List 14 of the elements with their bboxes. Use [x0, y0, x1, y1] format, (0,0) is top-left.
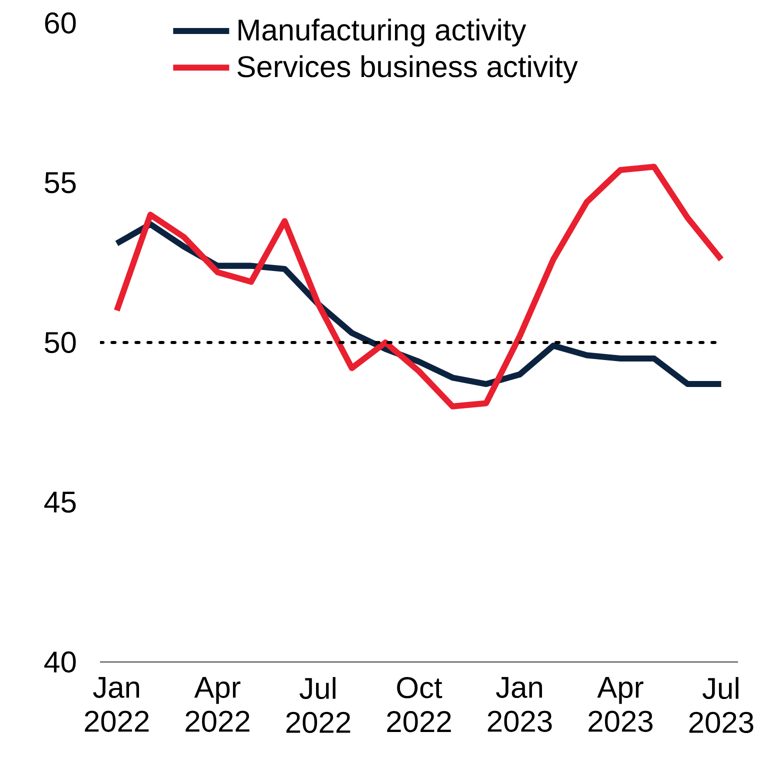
- y-tick-label: 55: [44, 172, 76, 194]
- legend-label: Services business activity: [238, 55, 578, 84]
- x-tick-label: Apr 2022: [186, 677, 250, 732]
- x-tick-label: Jul 2022: [286, 677, 350, 734]
- x-tick-label: Jan 2023: [488, 677, 552, 732]
- y-tick-label: 50: [44, 332, 76, 354]
- y-tick-label: 60: [45, 12, 76, 34]
- x-tick-label: Oct 2022: [387, 677, 451, 732]
- x-tick-label: Jul 2023: [689, 677, 754, 734]
- y-tick-label: 45: [44, 492, 76, 513]
- x-tick-label: Jan 2022: [84, 677, 149, 732]
- legend-label: Manufacturing activity: [238, 18, 526, 47]
- x-tick-label: Apr 2023: [588, 677, 653, 732]
- y-tick-label: 40: [44, 651, 76, 673]
